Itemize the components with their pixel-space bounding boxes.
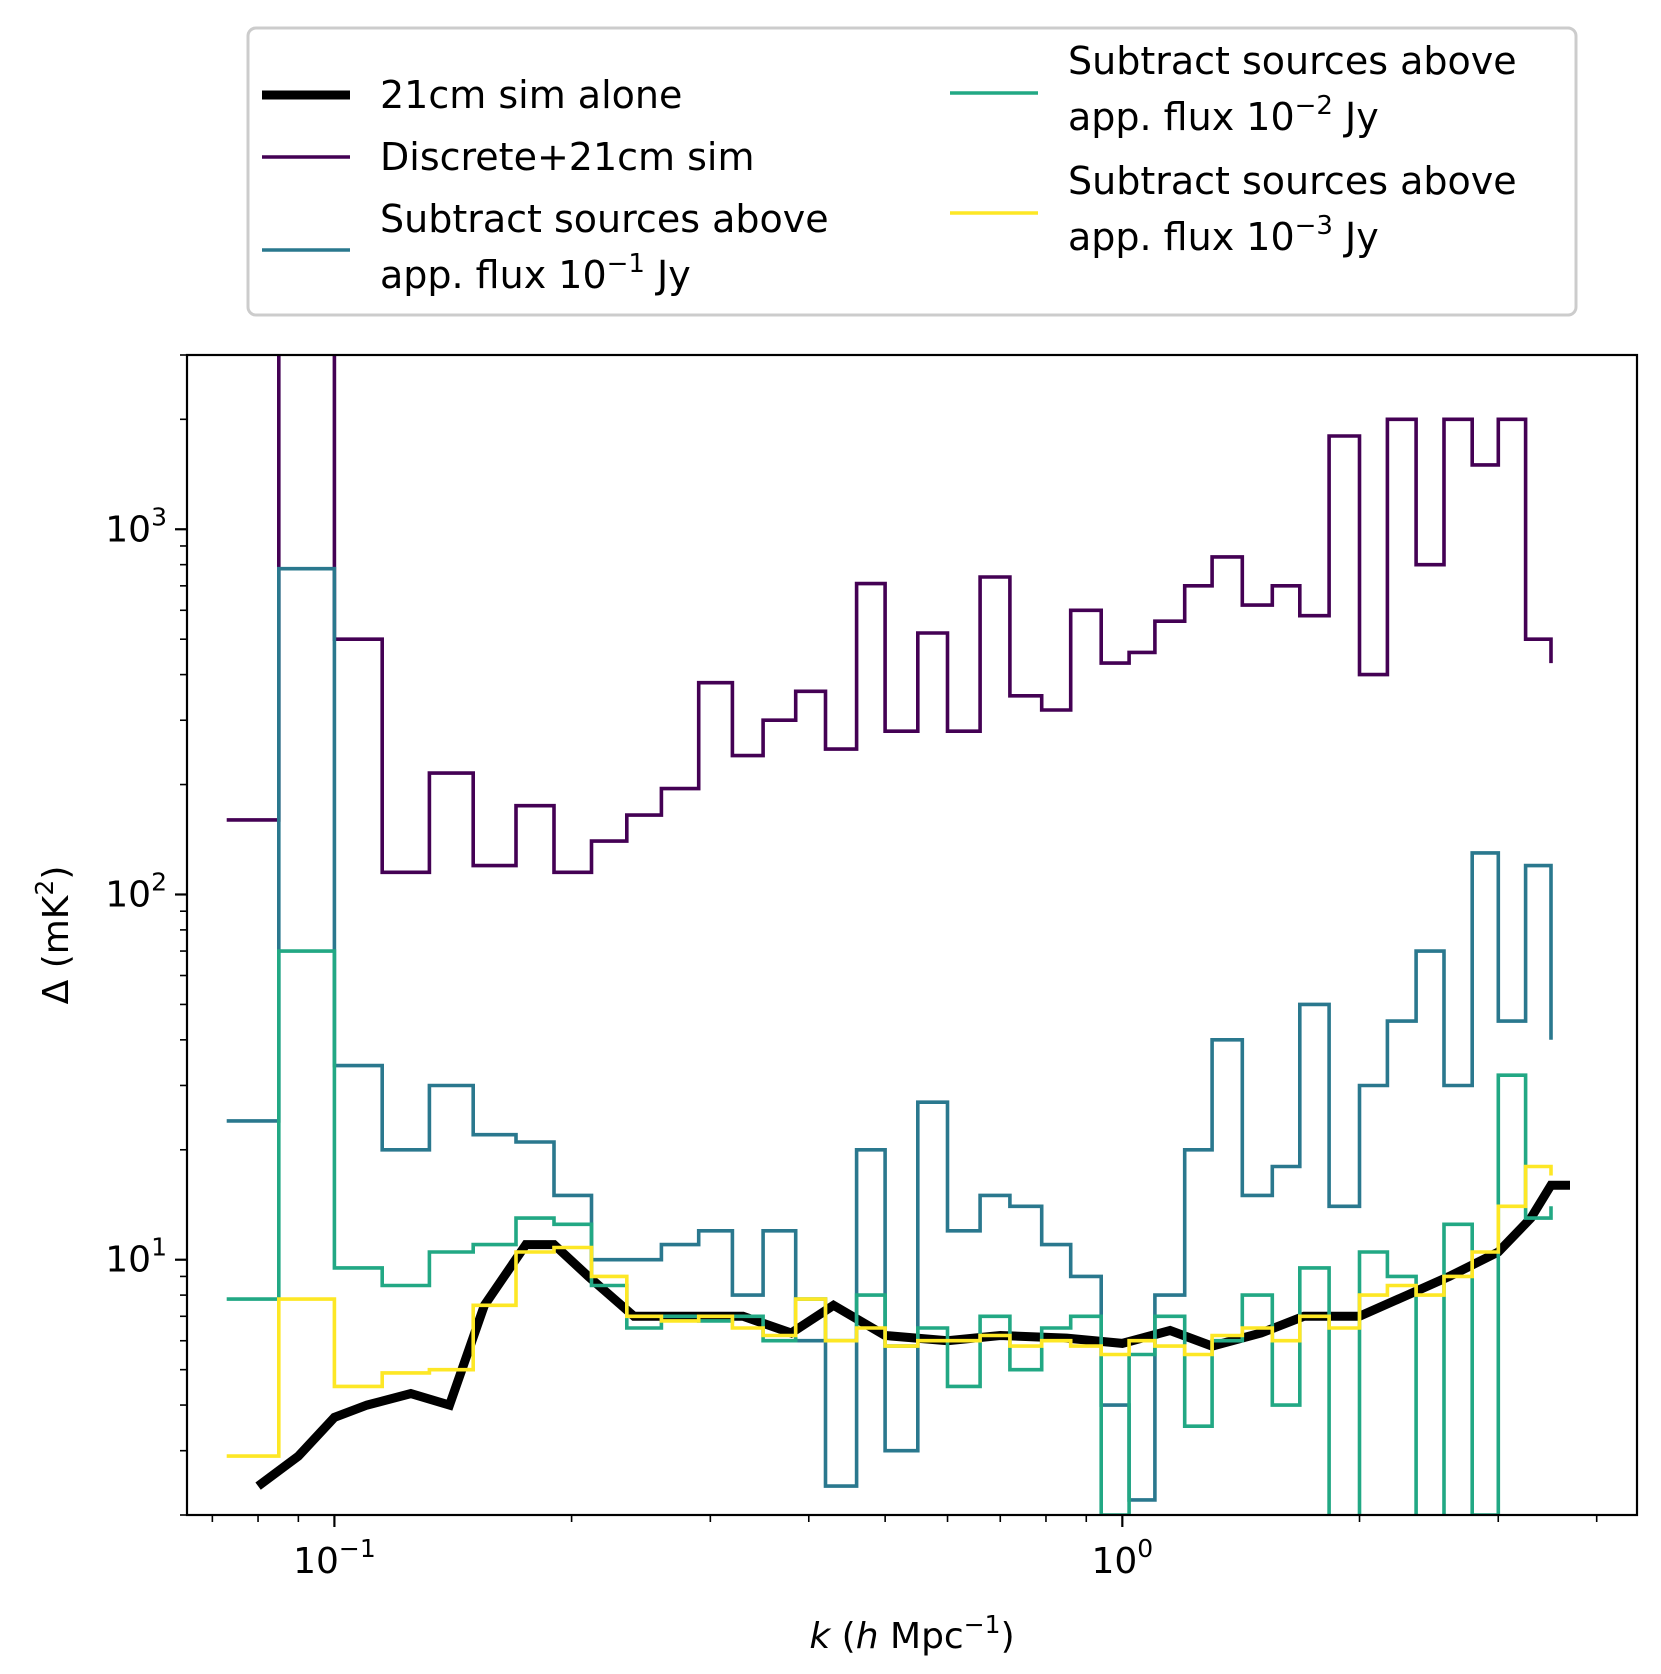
legend-label: Subtract sources above (380, 197, 829, 241)
x-tick-label: 10−1 (293, 1534, 376, 1582)
series-line-2 (226, 566, 1553, 1502)
y-tick-label: 102 (105, 867, 167, 915)
legend-label: app. flux 10−1 Jy (380, 249, 691, 297)
legend-label: Subtract sources above (1068, 39, 1517, 83)
legend-label: 21cm sim alone (380, 73, 682, 117)
series-line-3 (226, 949, 1553, 1515)
y-axis-label: Δ (mK2) (30, 866, 77, 1005)
y-axis: 101 102 103 (105, 354, 187, 1516)
legend-label: Subtract sources above (1068, 159, 1517, 203)
legend: 21cm sim alone Discrete+21cm sim Subtract … (246, 26, 1578, 317)
series-line-1 (226, 355, 1553, 875)
y-tick-label: 101 (105, 1233, 167, 1281)
series-line-4 (226, 1164, 1553, 1458)
x-axis-label: k (h Mpc−1) (809, 1610, 1014, 1657)
y-tick-label: 103 (105, 502, 167, 550)
series-line-0 (255, 1180, 1570, 1490)
legend-label: app. flux 10−3 Jy (1068, 211, 1379, 259)
plot-frame (185, 353, 1639, 1517)
x-tick-label: 100 (1091, 1534, 1153, 1582)
x-axis: 10−1 100 (211, 1515, 1598, 1582)
legend-frame (246, 26, 1578, 317)
series-layer (226, 355, 1570, 1515)
legend-label: Discrete+21cm sim (380, 135, 755, 179)
legend-label: app. flux 10−2 Jy (1068, 91, 1379, 139)
